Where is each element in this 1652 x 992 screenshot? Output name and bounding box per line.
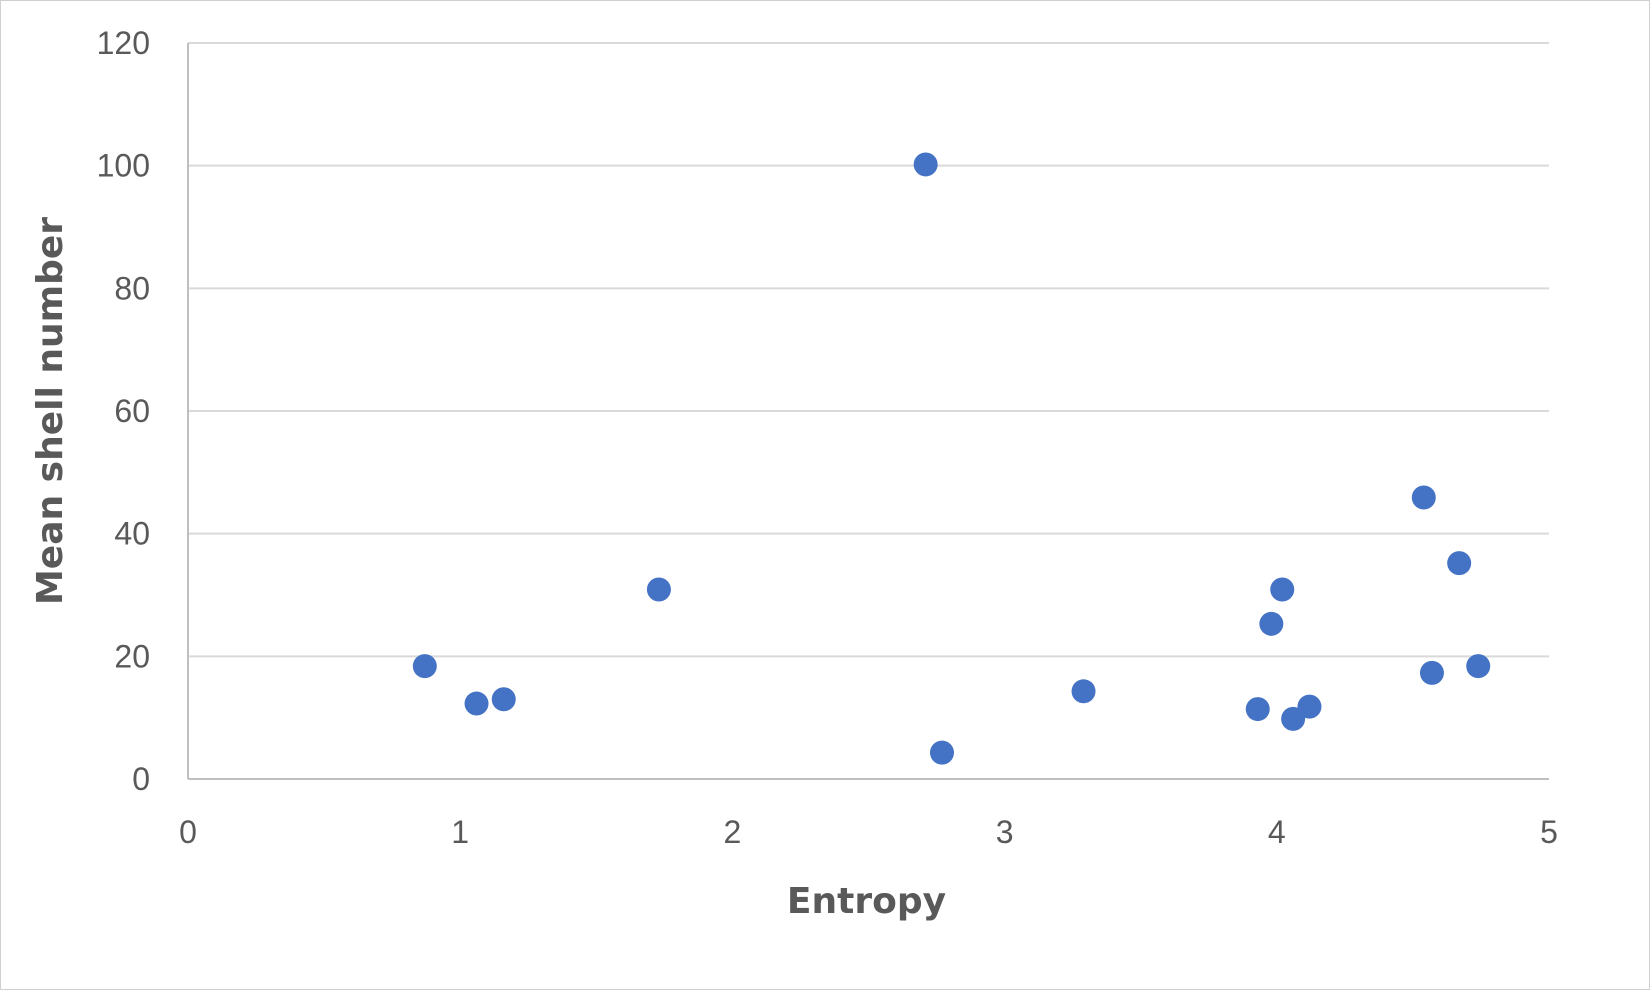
data-point (1281, 706, 1306, 731)
x-tick-label: 0 (179, 814, 197, 850)
x-tick-label: 1 (451, 814, 469, 850)
y-tick-label: 40 (114, 516, 150, 552)
data-point (1419, 660, 1444, 685)
gridlines (188, 42, 1549, 658)
data-point (1466, 654, 1491, 679)
y-tick-label: 120 (97, 25, 150, 61)
x-axis-title: Entropy (787, 881, 946, 922)
data-point (1297, 694, 1322, 719)
data-point (1447, 551, 1472, 576)
data-point (412, 654, 437, 679)
axes (187, 43, 1549, 780)
data-point (491, 687, 516, 712)
y-tick-label: 100 (97, 148, 150, 184)
data-point (1411, 485, 1436, 510)
data-point (929, 740, 954, 765)
x-tick-labels: 0 1 2 3 4 5 (179, 814, 1558, 850)
data-point (646, 577, 671, 602)
y-tick-label: 0 (132, 761, 150, 797)
y-tick-label: 80 (114, 270, 150, 306)
data-point (913, 152, 938, 177)
data-point (464, 691, 489, 716)
data-point (1270, 577, 1295, 602)
x-tick-label: 4 (1268, 814, 1286, 850)
x-tick-label: 5 (1540, 814, 1558, 850)
y-tick-label: 20 (114, 638, 150, 674)
data-point (1245, 697, 1270, 722)
data-point (1071, 679, 1096, 704)
y-tick-labels: 0 20 40 60 80 100 120 (97, 25, 150, 797)
data-points (412, 152, 1491, 765)
data-point (1259, 611, 1284, 636)
x-tick-label: 2 (724, 814, 742, 850)
y-tick-label: 60 (114, 393, 150, 429)
y-axis-title: Mean shell number (30, 217, 71, 605)
x-tick-label: 3 (996, 814, 1014, 850)
